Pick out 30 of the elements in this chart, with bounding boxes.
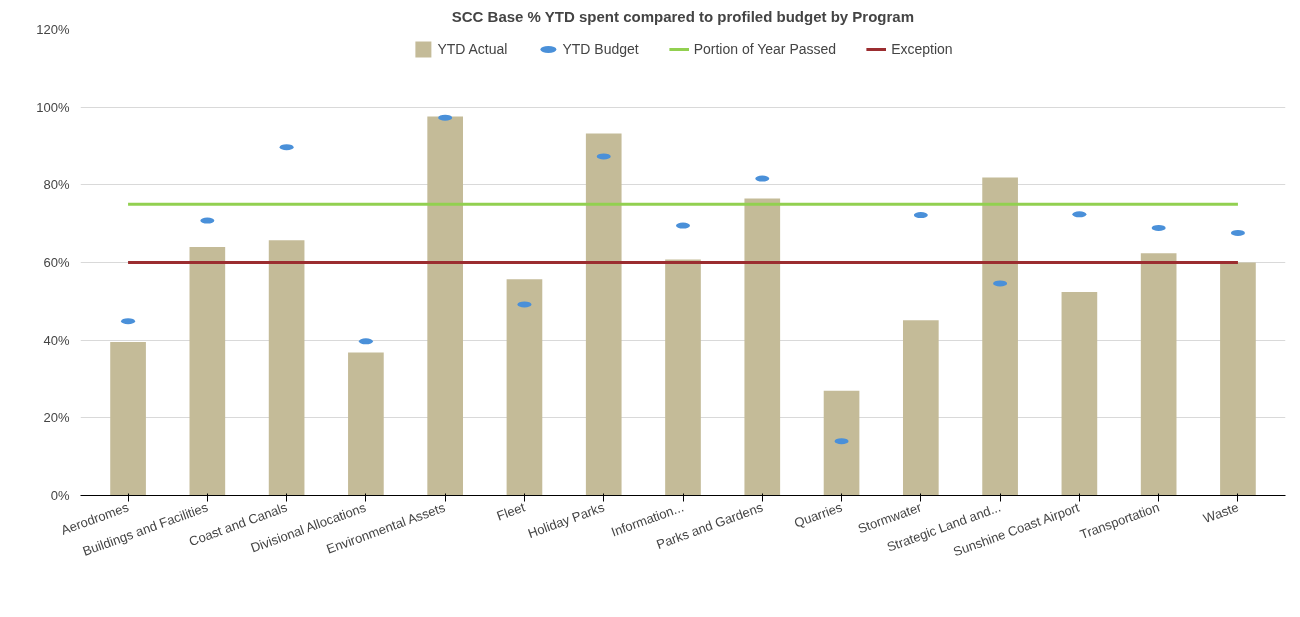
bar — [506, 279, 543, 496]
y-tick-label: 40% — [43, 332, 70, 348]
y-tick-label: 80% — [43, 177, 70, 193]
chart-title: SCC Base % YTD spent compared to profiled budget by Program — [451, 7, 915, 25]
x-tick-label: Waste — [1201, 499, 1241, 527]
bar — [268, 240, 305, 496]
y-tick-label: 120% — [36, 22, 70, 37]
bar — [427, 116, 464, 496]
x-tick-label: Holiday Parks — [525, 499, 607, 542]
y-tick-label: 100% — [36, 99, 70, 115]
bar — [902, 320, 939, 496]
bar — [823, 390, 860, 496]
bar — [744, 198, 781, 496]
legend-label: YTD Budget — [562, 41, 639, 57]
y-tick-label: 60% — [43, 255, 70, 270]
y-tick-label: 20% — [43, 410, 70, 426]
bar — [1220, 262, 1256, 496]
bar — [1061, 292, 1098, 496]
bar — [982, 177, 1018, 496]
y-tick-label: 0% — [50, 488, 70, 503]
bar — [1140, 253, 1177, 496]
bar — [585, 133, 622, 496]
bar — [665, 259, 701, 496]
bar — [348, 352, 384, 496]
bar — [110, 342, 146, 496]
legend-label: Exception — [891, 41, 953, 57]
legend-label: YTD Actual — [437, 41, 508, 57]
legend-label: Portion of Year Passed — [693, 41, 837, 57]
x-tick-label: Fleet — [494, 499, 528, 524]
bar — [189, 246, 226, 496]
